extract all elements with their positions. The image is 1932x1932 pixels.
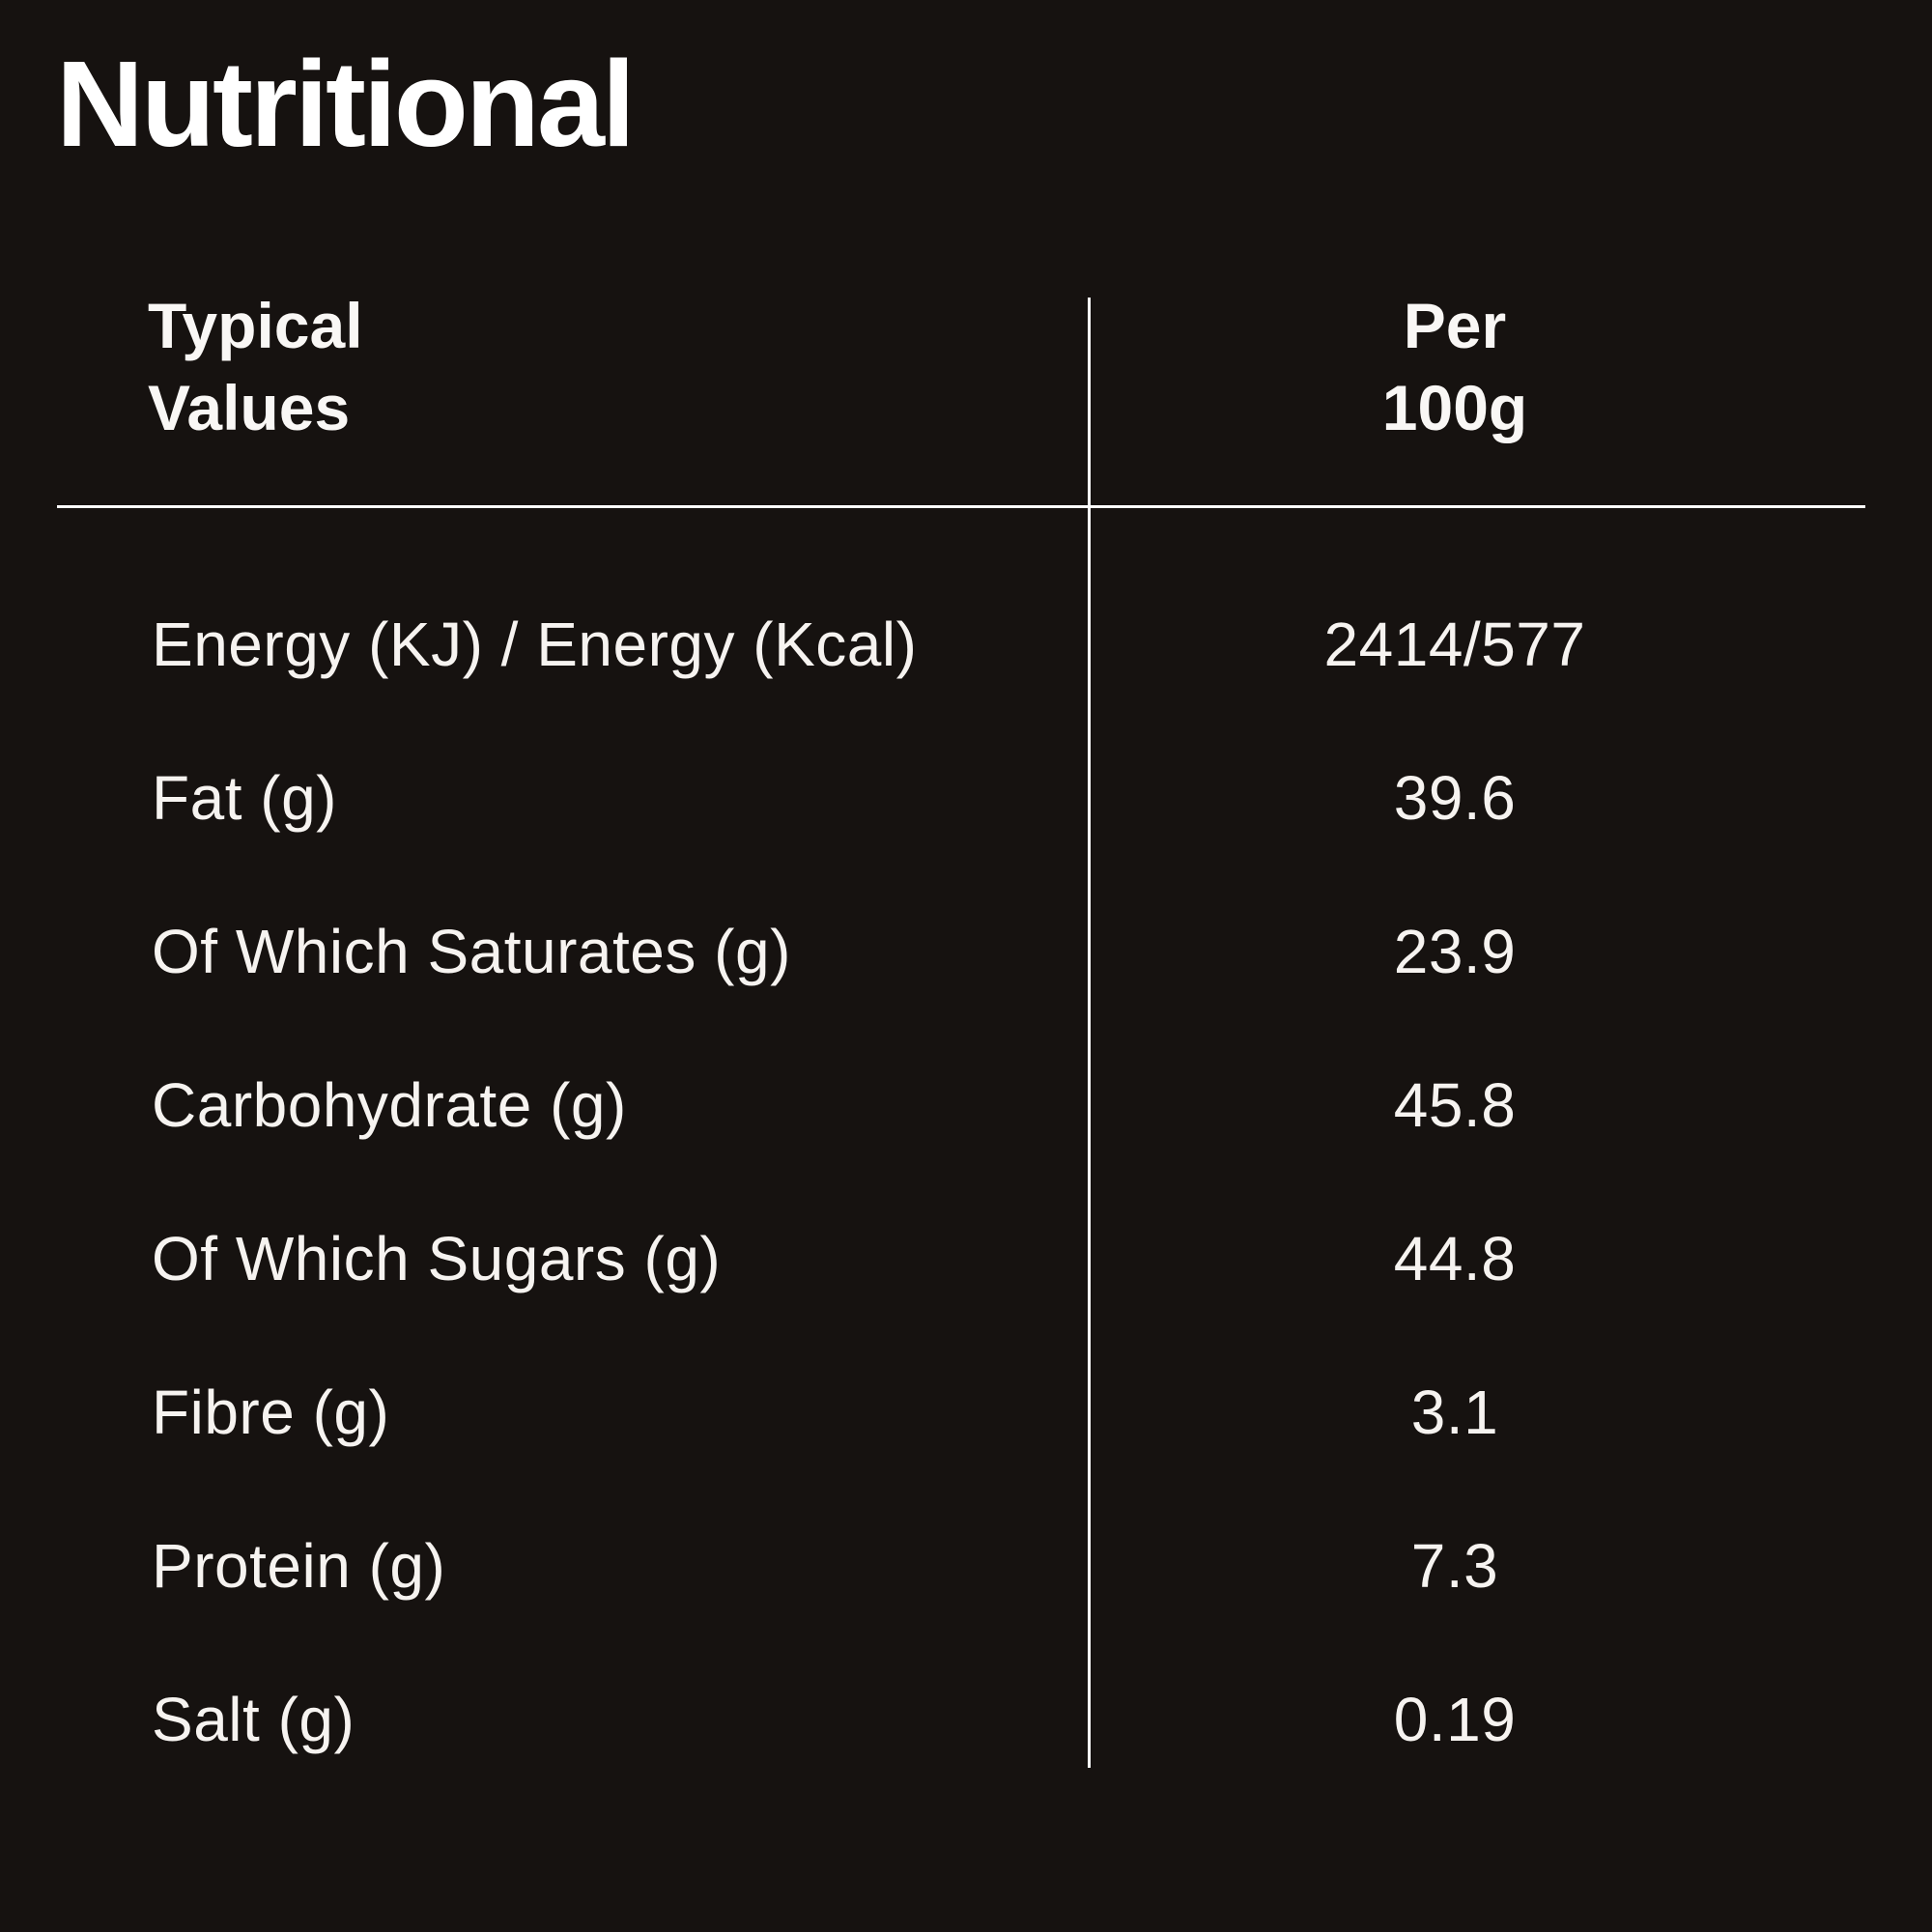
typical-values-line1: Typical — [148, 290, 363, 361]
page-title: Nutritional — [56, 36, 636, 172]
row-label: Fibre (g) — [152, 1377, 390, 1447]
row-label: Protein (g) — [152, 1530, 446, 1601]
row-label: Of Which Sugars (g) — [152, 1223, 722, 1293]
nutrition-table-body: Energy (KJ) / Energy (Kcal) 2414/577 Fat… — [0, 567, 1932, 1796]
row-value: 2414/577 — [1323, 609, 1586, 679]
per-100g-line2: 100g — [1381, 372, 1528, 443]
row-value: 45.8 — [1393, 1069, 1517, 1140]
table-row-carbohydrate: Carbohydrate (g) 45.8 — [0, 1028, 1932, 1181]
row-value: 7.3 — [1410, 1530, 1499, 1601]
row-value: 3.1 — [1410, 1377, 1499, 1447]
row-label: Energy (KJ) / Energy (Kcal) — [152, 609, 918, 679]
column-header-typical-values: Typical Values — [148, 285, 363, 449]
row-label: Of Which Saturates (g) — [152, 916, 791, 986]
row-label: Salt (g) — [152, 1684, 355, 1754]
row-value: 23.9 — [1393, 916, 1517, 986]
row-label: Carbohydrate (g) — [152, 1069, 627, 1140]
header-divider-line — [57, 505, 1865, 508]
typical-values-line2: Values — [148, 372, 351, 443]
table-row-sugars: Of Which Sugars (g) 44.8 — [0, 1181, 1932, 1335]
table-row-energy: Energy (KJ) / Energy (Kcal) 2414/577 — [0, 567, 1932, 721]
column-header-per-100g: Per 100g — [1165, 285, 1745, 449]
row-label: Fat (g) — [152, 762, 337, 833]
row-value: 0.19 — [1393, 1684, 1517, 1754]
row-value: 39.6 — [1393, 762, 1517, 833]
table-row-saturates: Of Which Saturates (g) 23.9 — [0, 874, 1932, 1028]
row-value: 44.8 — [1393, 1223, 1517, 1293]
table-row-fibre: Fibre (g) 3.1 — [0, 1335, 1932, 1489]
table-row-salt: Salt (g) 0.19 — [0, 1642, 1932, 1796]
per-100g-line1: Per — [1403, 290, 1507, 361]
column-divider-line — [1088, 298, 1091, 1768]
table-row-fat: Fat (g) 39.6 — [0, 721, 1932, 874]
table-row-protein: Protein (g) 7.3 — [0, 1489, 1932, 1642]
